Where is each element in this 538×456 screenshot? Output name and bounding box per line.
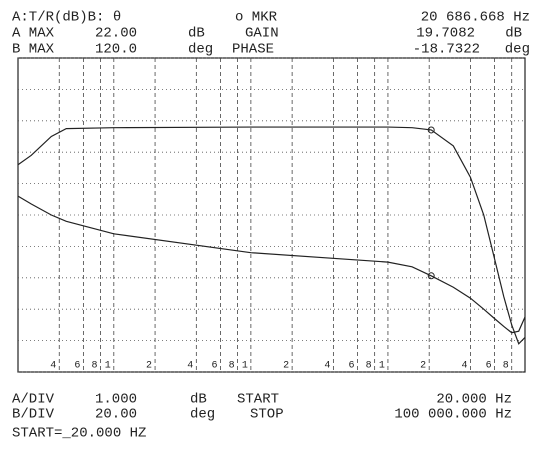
footer-stop-value: 100 000.000 Hz — [394, 407, 512, 423]
series-line — [17, 126, 526, 345]
x-tick-label: 6 — [349, 361, 355, 372]
header-a-max: A MAX — [12, 26, 55, 42]
x-tick-label: 1 — [379, 361, 385, 372]
header-gain-unit: dB — [505, 26, 522, 42]
marker — [427, 272, 435, 280]
x-tick-label: 6 — [211, 361, 217, 372]
x-tick-label: 2 — [146, 361, 152, 372]
header-phase-unit: deg — [505, 42, 530, 58]
header-trace: A:T/R(dB)B: θ — [12, 10, 121, 26]
header-b-unit: deg — [188, 42, 213, 58]
header-marker: o MKR — [235, 10, 278, 26]
footer-a-div-value: 1.000 — [95, 392, 137, 408]
footer-stop: STOP — [250, 407, 284, 423]
x-tick-label: 6 — [486, 361, 492, 372]
marker — [427, 126, 435, 134]
marker-phase: -18.7322 — [413, 42, 480, 58]
footer-b-unit: deg — [190, 407, 215, 423]
x-tick-label: 2 — [283, 361, 289, 372]
x-tick-label: 8 — [92, 361, 98, 372]
x-tick-label: 6 — [74, 361, 80, 372]
x-tick-label: 4 — [50, 361, 56, 372]
footer-b-div: B/DIV — [12, 407, 55, 423]
x-tick-label: 1 — [242, 361, 248, 372]
footer-start: START — [237, 392, 279, 408]
marker-gain: 19.7082 — [416, 26, 475, 42]
header-phase: PHASE — [232, 42, 274, 58]
header-b-max-value: 120.0 — [95, 42, 137, 58]
x-tick-label: 4 — [461, 361, 467, 372]
marker-frequency: 20 686.668 Hz — [421, 10, 530, 26]
footer-b-div-value: 20.00 — [95, 407, 137, 423]
x-tick-label: 8 — [503, 361, 509, 372]
series-line — [17, 195, 526, 334]
x-tick-label: 8 — [366, 361, 372, 372]
x-tick-label: 1 — [105, 361, 111, 372]
header-a-unit: dB — [188, 26, 205, 42]
footer-start-line: START=_20.000 HZ — [12, 426, 146, 442]
x-tick-label: 4 — [324, 361, 330, 372]
x-tick-label: 4 — [187, 361, 193, 372]
footer-a-div: A/DIV — [12, 392, 55, 408]
header-gain: GAIN — [245, 26, 279, 42]
footer-start-value: 20.000 Hz — [436, 392, 512, 408]
footer-a-unit: dB — [190, 392, 207, 408]
header-b-max: B MAX — [12, 42, 55, 58]
x-tick-label: 2 — [420, 361, 426, 372]
header-a-max-value: 22.00 — [95, 26, 137, 42]
x-tick-label: 8 — [229, 361, 235, 372]
